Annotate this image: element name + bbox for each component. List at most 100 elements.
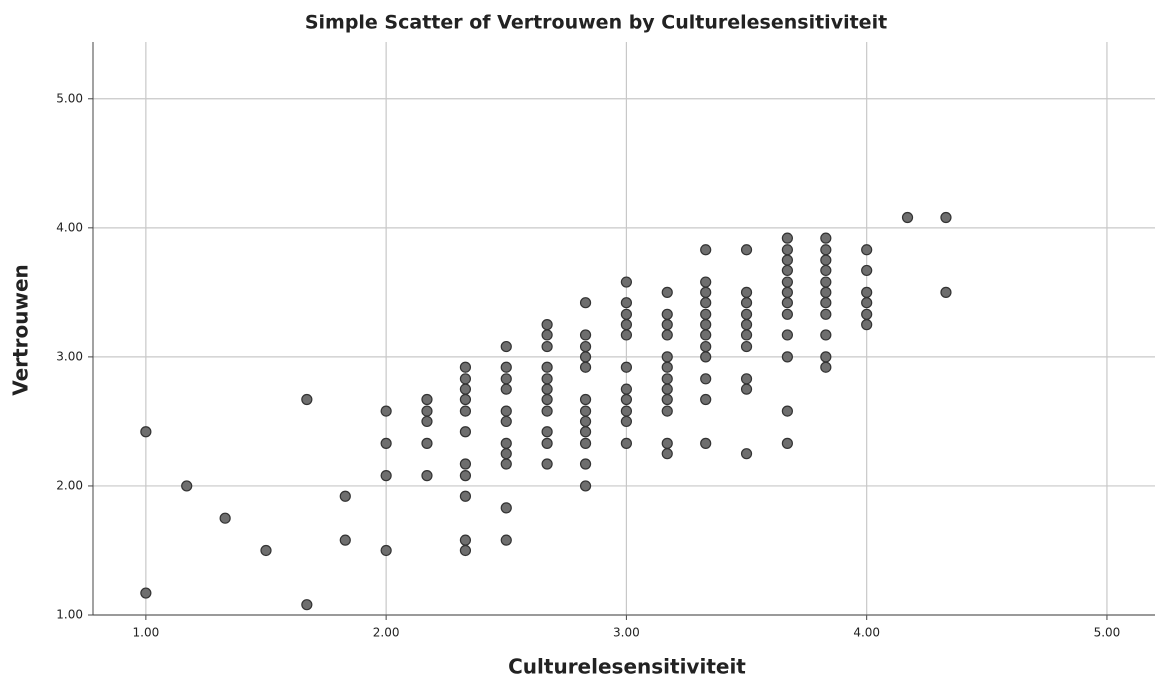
y-axis-label: Vertrouwen <box>9 264 33 396</box>
point <box>579 405 592 417</box>
point <box>459 544 472 557</box>
point <box>459 405 472 417</box>
point <box>661 286 673 298</box>
point <box>421 470 433 482</box>
point <box>781 297 793 309</box>
chart-title: Simple Scatter of Vertrouwen by Culturel… <box>305 12 887 34</box>
point <box>500 373 512 385</box>
point <box>421 415 433 428</box>
point <box>301 393 313 406</box>
point <box>459 361 472 373</box>
point <box>820 232 832 244</box>
point <box>661 351 673 363</box>
point <box>579 437 592 449</box>
point <box>740 297 753 309</box>
point <box>740 286 753 298</box>
point <box>620 415 633 428</box>
point <box>380 544 392 557</box>
point <box>661 448 673 460</box>
point <box>861 308 873 320</box>
point <box>500 534 512 546</box>
point <box>661 361 673 373</box>
point <box>339 534 351 546</box>
point <box>700 244 712 256</box>
point <box>140 587 152 599</box>
point <box>740 448 753 460</box>
point <box>700 329 712 341</box>
point <box>620 437 633 449</box>
point <box>339 490 351 502</box>
point <box>861 264 873 277</box>
point <box>541 405 553 417</box>
point <box>661 437 673 449</box>
point <box>500 448 512 460</box>
point <box>579 329 592 341</box>
point <box>661 383 673 395</box>
x-axis-label: Culturelesensitiviteit <box>508 655 746 679</box>
point <box>740 244 753 256</box>
point <box>820 361 832 373</box>
point <box>260 544 272 557</box>
point <box>820 254 832 266</box>
point <box>140 426 152 438</box>
point <box>541 340 553 353</box>
point <box>579 351 592 363</box>
point <box>820 276 832 288</box>
point <box>541 361 553 373</box>
point <box>700 297 712 309</box>
point <box>219 512 231 524</box>
point <box>700 351 712 363</box>
point <box>820 308 832 320</box>
y-tick-label: 3.00 <box>56 349 83 363</box>
point <box>500 415 512 428</box>
point <box>579 297 592 309</box>
point <box>661 373 673 385</box>
point <box>579 415 592 428</box>
point <box>620 405 633 417</box>
point <box>459 383 472 395</box>
x-tick-label: 3.00 <box>613 626 640 640</box>
point <box>861 244 873 256</box>
point <box>661 308 673 320</box>
point <box>459 534 472 546</box>
point <box>579 361 592 373</box>
x-tick-label: 5.00 <box>1094 626 1121 640</box>
point <box>500 458 512 470</box>
point <box>861 319 873 331</box>
point <box>579 480 592 492</box>
point <box>620 393 633 406</box>
point <box>579 458 592 470</box>
point <box>820 244 832 256</box>
point <box>700 286 712 298</box>
point <box>421 437 433 449</box>
point <box>781 264 793 277</box>
point <box>620 329 633 341</box>
point <box>820 297 832 309</box>
y-tick-label: 5.00 <box>56 91 83 105</box>
x-tick-label: 2.00 <box>373 626 400 640</box>
point <box>700 437 712 449</box>
point <box>700 308 712 320</box>
point <box>181 480 193 492</box>
point <box>781 232 793 244</box>
point <box>820 329 832 341</box>
point <box>620 383 633 395</box>
point <box>661 319 673 331</box>
point <box>579 340 592 353</box>
point <box>579 426 592 438</box>
point <box>380 437 392 449</box>
y-tick-label: 2.00 <box>56 478 83 492</box>
point <box>781 244 793 256</box>
point <box>620 276 633 288</box>
point <box>700 393 712 406</box>
point <box>781 276 793 288</box>
point <box>740 319 753 331</box>
point <box>781 329 793 341</box>
point <box>541 373 553 385</box>
point <box>380 405 392 417</box>
point <box>700 276 712 288</box>
point <box>740 308 753 320</box>
point <box>940 211 952 224</box>
point <box>421 405 433 417</box>
